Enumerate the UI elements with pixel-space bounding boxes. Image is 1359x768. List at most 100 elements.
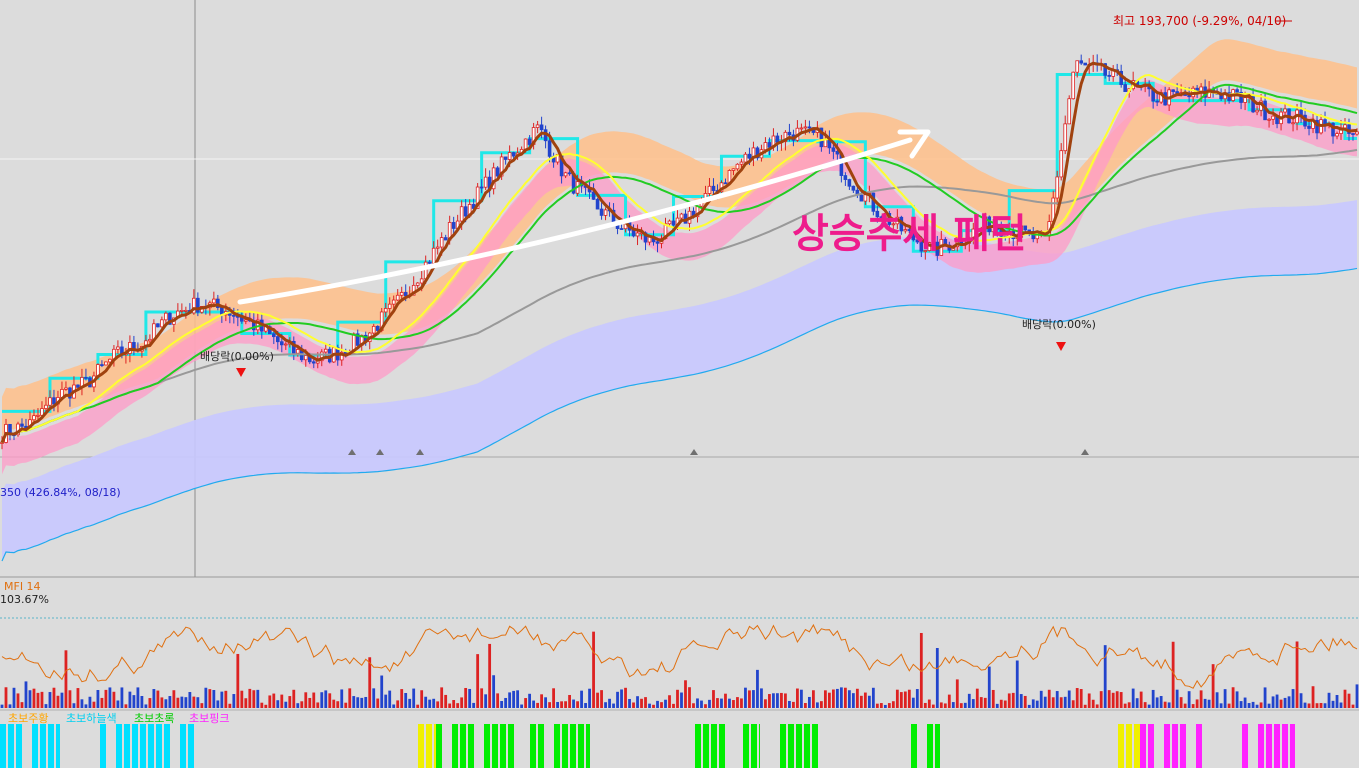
signal-bar <box>180 724 186 768</box>
candle-body <box>279 341 284 346</box>
candle <box>847 178 852 190</box>
signal-bar <box>436 724 442 768</box>
volume-bar <box>927 699 931 708</box>
volume-bar <box>536 702 540 708</box>
candle-body <box>108 358 112 363</box>
volume-bar <box>1255 704 1259 708</box>
candle-body <box>707 185 712 194</box>
candle-body <box>919 241 924 252</box>
volume-bar <box>628 698 631 708</box>
volume-bar <box>548 702 551 708</box>
volume-bar <box>428 699 432 708</box>
high-label: 최고 193,700 (-9.29%, 04/10) <box>1113 14 1286 28</box>
candle <box>1063 115 1068 155</box>
volume-bar <box>788 700 791 708</box>
volume-bar <box>508 692 512 708</box>
candle-body <box>679 213 684 219</box>
volume-bar <box>344 702 348 708</box>
volume-bar <box>364 696 368 708</box>
moving-average-long <box>1 83 1358 443</box>
candle <box>875 206 880 223</box>
candle-body <box>775 135 780 143</box>
candle-body <box>1071 71 1076 100</box>
candle-body <box>495 167 500 177</box>
volume-bar <box>1223 689 1227 708</box>
volume-bar <box>1019 694 1023 708</box>
volume-bar <box>568 694 571 708</box>
signal-bar <box>164 724 170 768</box>
signal-bar <box>1164 724 1170 768</box>
volume-bar <box>480 688 484 708</box>
volume-bar <box>288 696 292 708</box>
volume-bar <box>484 694 488 708</box>
signal-bar <box>586 724 590 768</box>
volume-bar <box>1183 703 1187 708</box>
volume-bar <box>92 701 96 708</box>
signal-arrow <box>1081 449 1089 455</box>
candle-body <box>591 191 596 200</box>
signal-bar <box>0 724 6 768</box>
candle-body <box>212 298 216 304</box>
volume-bar <box>156 690 160 708</box>
candle-body <box>391 299 396 305</box>
candle-body <box>595 198 600 210</box>
candle-body <box>891 223 896 226</box>
volume-bar <box>276 700 280 708</box>
signal-bar <box>124 724 130 768</box>
volume-bar <box>955 679 959 708</box>
volume-bar <box>1315 703 1319 708</box>
volume-bar <box>580 690 583 708</box>
volume-bar <box>28 690 32 708</box>
signal-bar <box>1126 724 1132 768</box>
candle <box>1235 87 1239 93</box>
candle-body <box>76 384 80 388</box>
volume-bar <box>652 704 655 708</box>
signal-bar <box>156 724 162 768</box>
volume-bar <box>967 693 971 708</box>
volume-bar <box>831 689 835 708</box>
candle <box>212 291 216 306</box>
candle-body <box>907 229 912 231</box>
candle <box>711 178 716 197</box>
volume-bar <box>452 700 456 708</box>
volume-bar <box>815 702 819 708</box>
moving-average-mid <box>1 73 1358 443</box>
signal-bar <box>554 724 560 768</box>
volume-bar <box>60 692 64 708</box>
candle-body <box>619 228 624 230</box>
low-label: 350 (426.84%, 08/18) <box>0 486 121 499</box>
volume-bar <box>592 631 595 708</box>
candle-body <box>1075 60 1080 73</box>
signal-arrow <box>376 449 384 455</box>
candle <box>1055 170 1060 205</box>
volume-bar <box>400 689 404 708</box>
candle-body <box>1335 133 1339 137</box>
volume-bar <box>1259 702 1263 708</box>
candle-body <box>1255 109 1259 113</box>
volume-bar <box>1139 691 1143 708</box>
candle-body <box>419 278 424 284</box>
signal-bar <box>1274 724 1280 768</box>
volume-bar <box>1191 704 1195 708</box>
volume-bar <box>863 692 867 708</box>
volume-bar <box>432 698 436 708</box>
signal-bar <box>1140 724 1146 768</box>
candle-body <box>371 325 376 334</box>
candle <box>755 146 760 161</box>
volume-bar <box>1091 699 1095 708</box>
volume-bar <box>1167 702 1171 708</box>
candle-body <box>244 319 248 322</box>
trend-arrowhead <box>897 129 931 159</box>
volume-bar <box>1235 691 1239 708</box>
candle <box>415 282 420 289</box>
volume-bar <box>1119 692 1123 708</box>
candle <box>148 334 152 345</box>
candle <box>8 423 12 441</box>
volume-bar <box>424 696 428 708</box>
candle <box>1307 119 1311 136</box>
candle-body <box>671 220 676 226</box>
volume-bar <box>776 693 779 708</box>
volume-bar <box>1231 687 1235 708</box>
candle-body <box>503 156 508 160</box>
